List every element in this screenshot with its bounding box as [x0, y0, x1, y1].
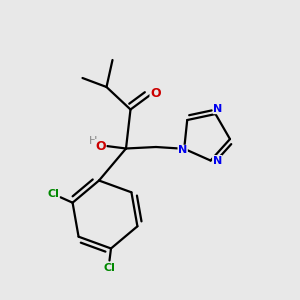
Text: O: O	[150, 87, 161, 100]
Text: H: H	[89, 136, 97, 146]
Text: N: N	[178, 145, 187, 155]
Text: Cl: Cl	[103, 263, 116, 273]
Text: Cl: Cl	[47, 189, 59, 199]
Text: N: N	[213, 103, 223, 114]
Text: O: O	[95, 140, 106, 153]
Text: N: N	[213, 156, 222, 166]
